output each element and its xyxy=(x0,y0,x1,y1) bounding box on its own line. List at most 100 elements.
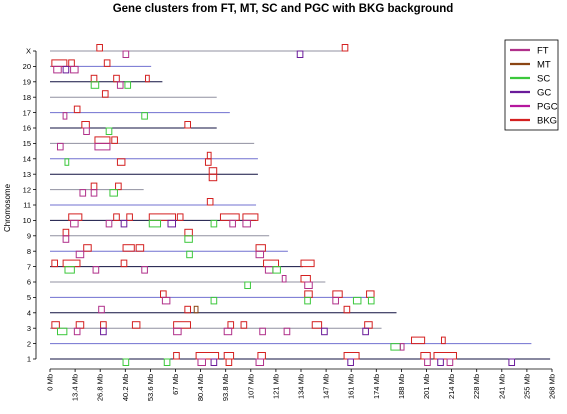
cluster-box-ft xyxy=(122,50,130,58)
y-tick-label-19: 19 xyxy=(23,78,31,87)
cluster-box-ft xyxy=(223,327,233,336)
x-tick-label: 53.6 Mb xyxy=(146,374,155,401)
cluster-box-bkg xyxy=(94,136,111,144)
cluster-box-bkg xyxy=(113,213,120,221)
cluster-box-ft xyxy=(75,250,85,259)
cluster-box-bkg xyxy=(206,151,212,160)
cluster-box-bkg xyxy=(115,182,122,191)
y-tick-label-10: 10 xyxy=(23,216,31,225)
legend: FT MT SC GC PGC BKG xyxy=(504,39,559,131)
cluster-box-bkg xyxy=(195,352,220,360)
cluster-box-sc xyxy=(148,219,162,228)
cluster-box-bkg xyxy=(366,290,375,298)
y-tick-label-14: 14 xyxy=(23,155,31,164)
cluster-box-ft xyxy=(332,296,339,305)
chart-title: Gene clusters from FT, MT, SC and PGC wi… xyxy=(113,3,454,15)
cluster-box-bkg xyxy=(120,259,128,268)
cluster-box-gc xyxy=(167,219,176,228)
cluster-box-ft xyxy=(62,112,68,120)
cluster-box-bkg xyxy=(96,44,103,52)
cluster-box-bkg xyxy=(113,74,120,83)
cluster-box-ft xyxy=(70,219,79,228)
cluster-box-gc xyxy=(437,358,444,366)
cluster-box-ft xyxy=(424,358,431,366)
y-tick-label-15: 15 xyxy=(23,139,31,148)
y-tick-label-8: 8 xyxy=(27,247,31,256)
cluster-box-ft xyxy=(304,281,313,289)
cluster-box-ft xyxy=(446,358,454,366)
legend-box xyxy=(504,39,559,131)
y-tick-label-4: 4 xyxy=(27,309,31,318)
cluster-box-bkg xyxy=(219,213,240,221)
x-tick-label: 0 Mb xyxy=(46,374,55,391)
x-tick-label: 93.8 Mb xyxy=(221,374,230,401)
cluster-box-sc xyxy=(141,112,148,120)
legend-label-pgc: PGC xyxy=(537,102,558,113)
cluster-box-bkg xyxy=(62,259,81,268)
cluster-box-bkg xyxy=(68,213,83,221)
cluster-box-bkg xyxy=(75,321,85,329)
y-tick-label-X: X xyxy=(26,47,31,56)
cluster-box-bkg xyxy=(90,182,98,191)
cluster-box-sc xyxy=(390,343,401,351)
cluster-box-ft xyxy=(62,235,70,243)
legend-label-bkg: BKG xyxy=(537,116,557,127)
y-tick-label-13: 13 xyxy=(23,170,31,179)
cluster-box-sc xyxy=(352,296,362,305)
cluster-box-bkg xyxy=(206,198,214,206)
y-tick-label-20: 20 xyxy=(23,62,31,71)
cluster-box-sc xyxy=(186,250,193,259)
x-tick-label: 161 Mb xyxy=(347,374,356,399)
chromosome-lines xyxy=(50,50,551,360)
cluster-box-ft xyxy=(92,266,100,274)
cluster-box-ft xyxy=(264,266,274,274)
cluster-box-sc xyxy=(56,327,68,336)
y-tick-label-9: 9 xyxy=(27,232,31,241)
cluster-box-bkg xyxy=(100,321,107,329)
cluster-box-ft xyxy=(197,358,206,366)
cluster-box-gc xyxy=(100,327,107,336)
cluster-box-bkg xyxy=(411,336,426,345)
x-tick-label: 107 Mb xyxy=(246,374,255,399)
cluster-box-bkg xyxy=(208,173,218,182)
cluster-box-ft xyxy=(90,189,98,197)
cluster-box-bkg xyxy=(440,336,446,345)
legend-label-mt: MT xyxy=(537,60,551,71)
cluster-box-bkg xyxy=(122,244,135,252)
cluster-box-sc xyxy=(163,358,171,366)
cluster-box-sc xyxy=(109,189,118,197)
cluster-box-sc xyxy=(210,219,218,228)
cluster-box-bkg xyxy=(300,275,311,283)
cluster-box-ft xyxy=(399,343,405,351)
cluster-box-bkg xyxy=(116,158,126,166)
cluster-box-bkg xyxy=(332,290,343,298)
x-axis: 0 Mb 13.4 Mb 26.8 Mb 40.2 Mb 53.6 Mb 67 Mb 80.… xyxy=(46,368,557,401)
cluster-box-sc xyxy=(210,296,218,305)
cluster-box-ft xyxy=(242,219,251,228)
cluster-box-bkg xyxy=(51,259,58,268)
cluster-box-bkg xyxy=(304,290,313,298)
y-tick-label-5: 5 xyxy=(27,293,31,302)
cluster-box-bkg xyxy=(433,352,457,360)
cluster-box-ft xyxy=(255,250,265,259)
cluster-box-gc xyxy=(508,358,516,366)
cluster-box-gc xyxy=(296,50,304,58)
cluster-box-bkg xyxy=(90,74,98,83)
cluster-boxes xyxy=(51,44,516,366)
cluster-box-ft xyxy=(73,327,81,336)
y-tick-label-1: 1 xyxy=(27,355,31,364)
y-tick-label-3: 3 xyxy=(27,324,31,333)
x-tick-label: 255 Mb xyxy=(522,374,531,399)
x-tick-label: 174 Mb xyxy=(372,374,381,399)
cluster-box-sc xyxy=(304,296,311,305)
x-tick-label: 40.2 Mb xyxy=(121,374,130,401)
cluster-box-sc xyxy=(64,266,75,274)
cluster-box-bkg xyxy=(135,244,145,252)
cluster-box-sc xyxy=(184,235,193,243)
cluster-box-bkg xyxy=(173,352,180,360)
cluster-box-sc xyxy=(105,127,113,135)
x-tick-label: 121 Mb xyxy=(271,374,280,399)
x-tick-label: 228 Mb xyxy=(472,374,481,399)
